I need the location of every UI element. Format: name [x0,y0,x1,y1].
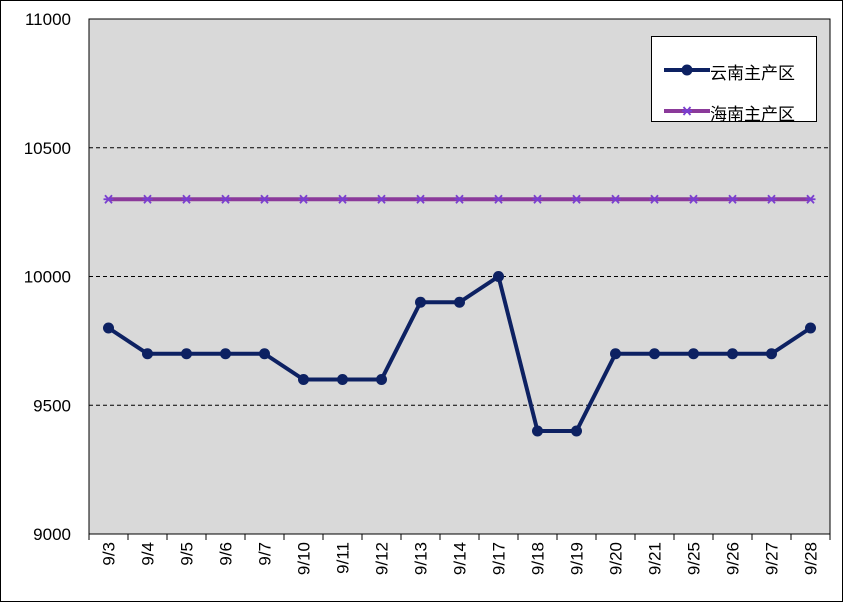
data-point [376,194,387,204]
data-point-stroke [689,194,698,204]
data-point-stroke [182,194,191,204]
data-point-stroke [260,194,269,204]
data-point [649,348,660,360]
x-tick-label: 9/21 [646,542,665,575]
series-layer [103,194,816,437]
data-point-stroke [806,194,815,204]
x-tick-label: 9/13 [412,542,431,575]
y-tick-label: 10500 [24,139,71,158]
data-point-stroke [416,194,425,204]
data-point [571,194,582,204]
y-tick-label: 9000 [33,525,71,544]
y-axis: 9000 9500 10000 10500 11000 [24,10,71,544]
data-point [142,194,153,204]
x-tick-label: 9/27 [763,542,782,575]
data-point-stroke [377,194,386,204]
data-point [103,194,114,204]
data-point [610,194,621,204]
x-tick-label: 9/28 [802,542,821,575]
data-point [142,348,153,360]
legend-swatch-circle-marker [664,64,710,76]
data-point-stroke [650,194,659,204]
legend: 云南主产区 海南主产区 [651,36,818,125]
data-point [532,425,543,437]
data-point-stroke [104,194,113,204]
data-point-stroke [572,194,581,204]
x-tick-label: 9/3 [100,542,119,566]
x-tick-label: 9/25 [685,542,704,575]
x-tick-label: 9/10 [295,542,314,575]
legend-swatch-asterisk-marker [664,106,710,116]
legend-item-hainan: 海南主产区 [652,99,818,125]
data-point [571,425,582,437]
data-point [649,194,660,204]
data-point [766,194,777,204]
data-point [415,194,426,204]
data-point [805,322,816,334]
x-tick-label: 9/7 [256,542,275,566]
data-point [493,194,504,204]
data-point [259,194,270,204]
y-tick-label: 11000 [25,10,71,29]
data-point [103,322,114,334]
data-point [610,348,621,360]
y-tick-label: 9500 [33,396,71,415]
data-point [688,194,699,204]
x-tick-label: 9/4 [139,542,158,566]
data-point [415,296,426,308]
x-tick-label: 9/11 [334,542,353,574]
data-point-stroke [455,194,464,204]
data-point [532,194,543,204]
y-tick-label: 10000 [24,268,71,287]
data-point [727,194,738,204]
x-tick-label: 9/26 [724,542,743,575]
data-point [493,271,504,282]
data-point [220,348,231,360]
data-point [337,194,348,204]
x-tick-label: 9/14 [451,542,470,575]
data-point-stroke [338,194,347,204]
data-point [454,194,465,204]
data-point [337,374,348,385]
data-point [688,348,699,360]
data-point [766,348,777,360]
x-tick-label: 9/18 [529,542,548,575]
x-tick-label: 9/5 [178,542,197,566]
data-point-stroke [767,194,776,204]
x-tick-label: 9/20 [607,542,626,575]
data-point-stroke [533,194,542,204]
gridlines [89,147,830,406]
data-point-stroke [221,194,230,204]
x-tick-label: 9/19 [568,542,587,575]
data-point-stroke [143,194,152,204]
data-point [298,194,309,204]
data-point [376,374,387,385]
data-point [454,296,465,308]
data-point-stroke [299,194,308,204]
data-point [181,194,192,204]
data-point-stroke [728,194,737,204]
data-point [259,348,270,360]
x-tick-label: 9/6 [217,542,236,566]
data-point [805,194,816,204]
data-point-stroke [611,194,620,204]
data-point [220,194,231,204]
data-point [298,374,309,385]
x-axis: 9/3 9/4 9/5 9/6 9/7 9/10 9/11 9/12 9/13 9/14 9/17 9… [88,534,831,575]
x-tick-label: 9/12 [373,542,392,575]
data-point [181,348,192,360]
x-tick-label: 9/17 [490,542,509,575]
legend-item-yunnan: 云南主产区 [652,58,818,84]
data-point-stroke [494,194,503,204]
legend-label-yunnan: 云南主产区 [710,64,795,84]
data-point [727,348,738,360]
legend-label-hainan: 海南主产区 [710,105,795,125]
